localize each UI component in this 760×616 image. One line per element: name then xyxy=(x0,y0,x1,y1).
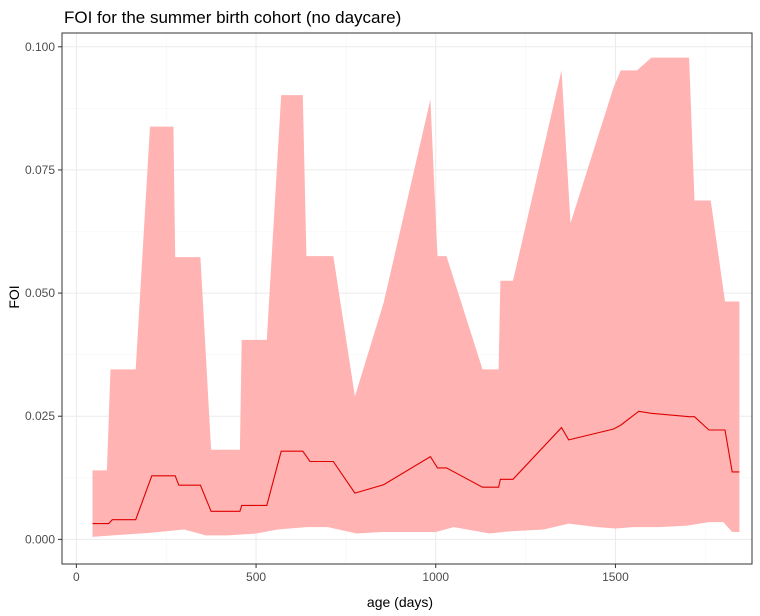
y-tick-label: 0.100 xyxy=(25,40,55,54)
x-tick-label: 0 xyxy=(73,570,80,584)
y-tick-label: 0.000 xyxy=(25,532,55,546)
x-tick-label: 1500 xyxy=(602,570,629,584)
y-axis: 0.000 0.025 0.050 0.075 0.100 xyxy=(25,40,62,546)
panel-border xyxy=(61,32,753,565)
y-tick-label: 0.050 xyxy=(25,286,55,300)
chart-title: FOI for the summer birth cohort (no dayc… xyxy=(64,8,401,27)
confidence-ribbon xyxy=(92,57,740,537)
y-tick-label: 0.075 xyxy=(25,163,55,177)
x-axis-title: age (days) xyxy=(367,594,433,610)
y-tick-label: 0.025 xyxy=(25,409,55,423)
y-axis-title: FOI xyxy=(6,285,22,308)
x-axis: 0 500 1000 1500 xyxy=(73,564,629,584)
x-tick-label: 1000 xyxy=(422,570,449,584)
plot-panel xyxy=(61,32,753,565)
x-tick-label: 500 xyxy=(246,570,266,584)
foi-estimate-line xyxy=(92,410,740,525)
